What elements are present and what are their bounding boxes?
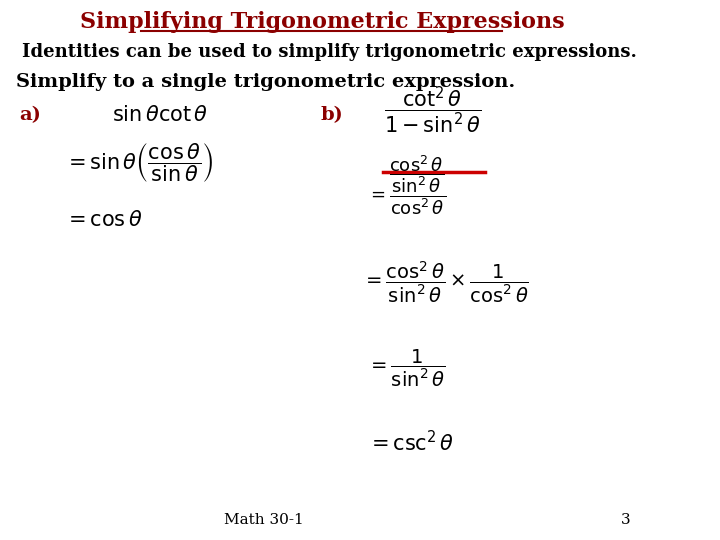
Text: $= \dfrac{\dfrac{\cos^2\theta}{\sin^2\theta}}{\cos^2\theta}$: $= \dfrac{\dfrac{\cos^2\theta}{\sin^2\th…: [366, 153, 446, 217]
Text: 3: 3: [621, 513, 631, 527]
Text: $\dfrac{\cot^2\theta}{1-\sin^2\theta}$: $\dfrac{\cot^2\theta}{1-\sin^2\theta}$: [384, 84, 482, 136]
Text: Simplify to a single trigonometric expression.: Simplify to a single trigonometric expre…: [16, 73, 516, 91]
Text: $= \cos\theta$: $= \cos\theta$: [64, 210, 143, 230]
Text: $= \dfrac{\cos^2\theta}{\sin^2\theta} \times \dfrac{1}{\cos^2\theta}$: $= \dfrac{\cos^2\theta}{\sin^2\theta} \t…: [362, 259, 529, 305]
Text: a): a): [19, 106, 42, 124]
Text: Simplifying Trigonometric Expressions: Simplifying Trigonometric Expressions: [80, 11, 564, 33]
Text: $= \dfrac{1}{\sin^2\theta}$: $= \dfrac{1}{\sin^2\theta}$: [366, 347, 445, 389]
Text: b): b): [320, 106, 343, 124]
Text: $= \sin\theta\left(\dfrac{\cos\theta}{\sin\theta}\right)$: $= \sin\theta\left(\dfrac{\cos\theta}{\s…: [64, 141, 214, 185]
Text: Math 30-1: Math 30-1: [224, 513, 304, 527]
Text: Identities can be used to simplify trigonometric expressions.: Identities can be used to simplify trigo…: [22, 43, 637, 61]
Text: $= \csc^2\theta$: $= \csc^2\theta$: [366, 430, 454, 456]
Text: $\sin\theta\cot\theta$: $\sin\theta\cot\theta$: [112, 105, 208, 125]
